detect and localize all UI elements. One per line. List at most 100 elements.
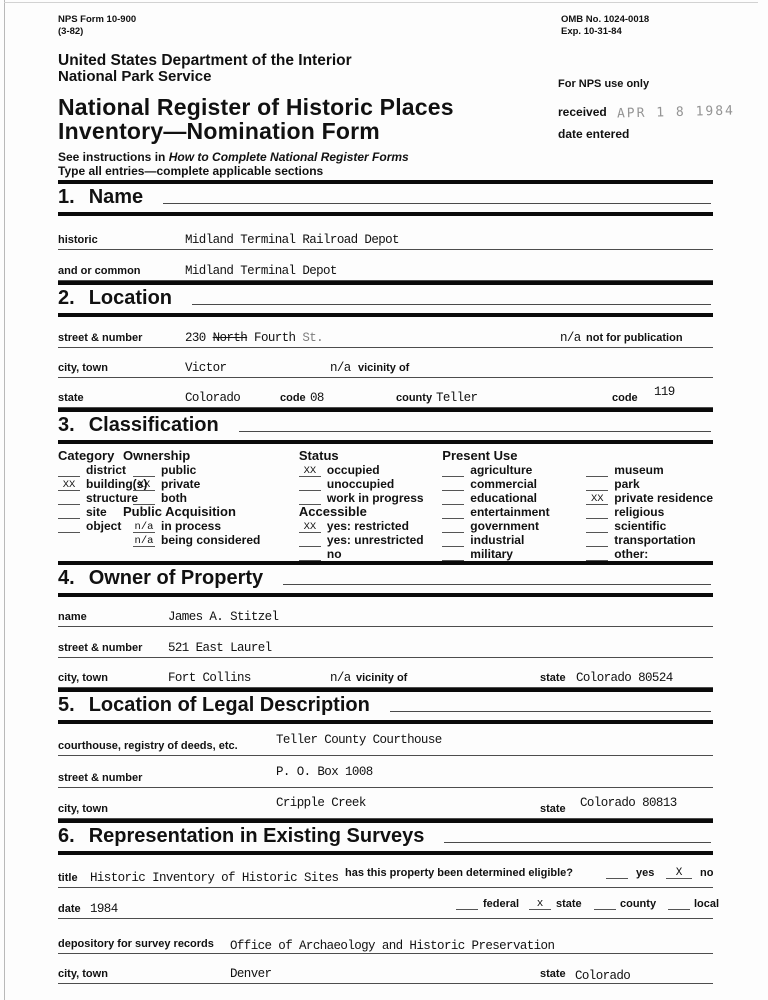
checkbox-item: n/a being considered xyxy=(123,533,299,547)
checkbox-label: yes: unrestricted xyxy=(326,533,424,547)
field-historic-name: historic Midland Terminal Railroad Depot xyxy=(58,216,713,250)
state-label: state xyxy=(540,803,566,815)
na-mark: n/a xyxy=(330,361,351,375)
county-checkbox-mark xyxy=(594,909,616,910)
field-value: P. O. Box 1008 xyxy=(276,765,373,779)
checkbox-label: museum xyxy=(614,463,664,477)
section-title: Name xyxy=(88,186,144,208)
checkbox-mark: XX xyxy=(298,522,321,533)
checkbox-label: private residence xyxy=(614,491,713,505)
date-entered-label: date entered xyxy=(558,127,630,141)
checkbox-mark xyxy=(442,560,465,561)
section-3-heading: 3. Classification xyxy=(58,408,713,444)
field-city-town: city, town Victor n/a vicinity of xyxy=(58,348,713,378)
checkbox-item: park xyxy=(586,477,713,491)
checkbox-label: park xyxy=(614,477,640,491)
checkbox-mark: XX xyxy=(133,480,155,491)
vicinity-of-label: vicinity of xyxy=(356,672,408,684)
section-4-heading: 4. Owner of Property xyxy=(58,561,713,597)
section-5-heading: 5. Location of Legal Description xyxy=(58,688,713,724)
checkbox-mark xyxy=(298,546,321,547)
section-number: 5. xyxy=(58,694,75,716)
checkbox-label: building(s) xyxy=(86,477,148,491)
checkbox-item: XX private residence xyxy=(586,491,713,505)
section-number: 1. xyxy=(58,186,75,208)
state-value: Colorado xyxy=(575,969,631,983)
code-label: code xyxy=(280,392,306,404)
present-use-column: Present Use agriculture commercial educa… xyxy=(442,449,713,561)
checkbox-mark xyxy=(442,476,465,477)
field-value: Midland Terminal Railroad Depot xyxy=(185,233,400,247)
checkbox-label: educational xyxy=(470,491,537,505)
field-label: date xyxy=(58,903,81,915)
field-legal-city: city, town Cripple Creek state Colorado … xyxy=(58,788,713,819)
checkbox-label: being considered xyxy=(161,533,261,547)
checkbox-item: museum xyxy=(586,463,713,477)
checkbox-item: structure xyxy=(58,491,138,505)
heading-rule xyxy=(163,202,711,204)
heading-rule xyxy=(192,303,711,305)
checkbox-label: both xyxy=(161,491,187,505)
checkbox-label: commercial xyxy=(470,477,537,491)
scan-edge xyxy=(4,0,5,1000)
column-header: Category xyxy=(58,448,115,463)
checkbox-mark xyxy=(58,532,80,533)
checkbox-label: yes: restricted xyxy=(326,519,409,533)
field-label: street & number xyxy=(58,332,143,344)
field-value: Historic Inventory of Historic Sites xyxy=(90,871,339,885)
heading-rule xyxy=(238,430,711,432)
section-title: Location xyxy=(88,287,173,309)
field-value: Teller County Courthouse xyxy=(276,733,442,747)
checkbox-mark xyxy=(586,546,609,547)
field-value: Denver xyxy=(230,967,272,981)
checkbox-item: commercial xyxy=(442,477,586,491)
column-header: Present Use xyxy=(442,448,518,463)
checkbox-label: government xyxy=(470,519,539,533)
checkbox-item: XX occupied xyxy=(298,463,442,477)
instructions-reference: How to Complete National Register Forms xyxy=(168,150,409,164)
checkbox-label: entertainment xyxy=(470,505,550,519)
state-checkbox-mark: x xyxy=(529,899,551,910)
federal-checkbox-mark xyxy=(456,909,478,910)
checkbox-mark xyxy=(586,476,609,477)
section-number: 6. xyxy=(58,825,75,847)
state-value: Colorado 80524 xyxy=(576,671,673,685)
checkbox-label: unoccupied xyxy=(326,477,395,491)
checkbox-mark: XX xyxy=(298,466,321,477)
heading-rule xyxy=(283,583,711,585)
checkbox-label: religious xyxy=(614,505,665,519)
no-label: no xyxy=(700,867,714,879)
present-use-left-list: agriculture commercial educational enter… xyxy=(442,463,586,561)
field-legal-street: street & number P. O. Box 1008 xyxy=(58,756,713,788)
field-label: name xyxy=(58,611,87,623)
checkbox-mark: n/a xyxy=(133,521,155,533)
form-title-line2: Inventory—Nomination Form xyxy=(58,118,380,144)
present-use-right-list: museum park XX private residence religiou… xyxy=(586,463,713,561)
not-for-publication-label: not for publication xyxy=(586,332,683,344)
field-value: 521 East Laurel xyxy=(168,641,272,655)
column-header: Status xyxy=(298,448,339,463)
section-title: Location of Legal Description xyxy=(88,694,370,716)
section-number: 2. xyxy=(58,287,75,309)
department-name: United States Department of the Interior xyxy=(58,52,352,69)
checkbox-mark xyxy=(442,518,465,519)
na-mark: n/a xyxy=(560,331,581,345)
field-label: street & number xyxy=(58,772,143,784)
field-label: courthouse, registry of deeds, etc. xyxy=(58,740,238,752)
section-2-heading: 2. Location xyxy=(58,281,713,317)
received-label: received xyxy=(558,105,607,119)
checkbox-mark xyxy=(298,504,321,505)
checkbox-label: industrial xyxy=(470,533,525,547)
field-value: James A. Stitzel xyxy=(168,610,279,624)
section-1-heading: 1. Name xyxy=(58,180,713,216)
checkbox-item: other: xyxy=(586,547,713,561)
field-label: historic xyxy=(58,234,98,246)
checkbox-mark xyxy=(586,532,609,533)
section-number: 4. xyxy=(58,567,75,589)
checkbox-mark xyxy=(586,490,609,491)
checkbox-mark xyxy=(442,490,465,491)
local-label: local xyxy=(694,898,720,910)
checkbox-label: occupied xyxy=(326,463,380,477)
column-subheader: Accessible xyxy=(298,504,367,519)
checkbox-label: object xyxy=(86,519,122,533)
